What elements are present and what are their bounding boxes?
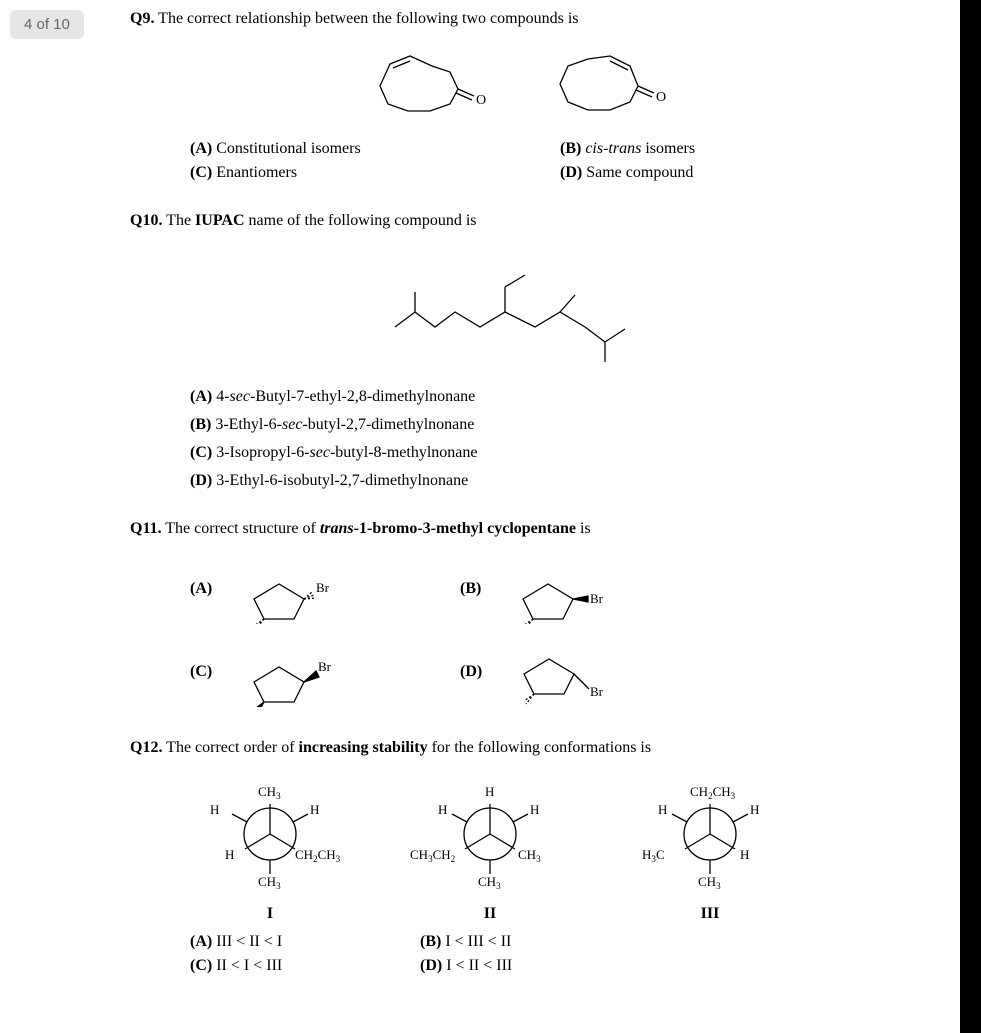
- q12-option-d: (D) I < II < III: [420, 957, 620, 975]
- q9-option-a: (A) Constitutional isomers: [190, 140, 530, 158]
- q12-option-a: (A) III < II < I: [190, 933, 390, 951]
- svg-text:Br: Br: [318, 659, 332, 674]
- q9-option-c: (C) Enantiomers: [190, 164, 530, 182]
- svg-text:H3C: H3C: [642, 847, 665, 864]
- q12-option-c: (C) II < I < III: [190, 957, 390, 975]
- svg-text:Br: Br: [316, 580, 330, 595]
- svg-text:H: H: [485, 784, 494, 799]
- svg-text:CH3: CH3: [518, 847, 541, 864]
- q9-structure-1: O: [360, 44, 490, 124]
- question-11: Q11. The correct structure of trans-1-br…: [130, 518, 900, 709]
- svg-text:CH3: CH3: [478, 874, 501, 891]
- svg-text:Br: Br: [590, 684, 604, 699]
- q10-structure: [375, 247, 655, 367]
- svg-text:H: H: [740, 847, 749, 862]
- q10-option-c: (C) 3-Isopropyl-6-sec-butyl-8-methylnona…: [190, 444, 900, 462]
- q10-option-b: (B) 3-Ethyl-6-sec-butyl-2,7-dimethylnona…: [190, 416, 900, 434]
- svg-text:CH2CH3: CH2CH3: [690, 784, 736, 801]
- svg-text:H: H: [210, 802, 219, 817]
- svg-text:H: H: [310, 802, 319, 817]
- svg-text:Br: Br: [590, 591, 604, 606]
- q12-conformation-3: CH2CH3 H H H3C H CH3 III: [630, 774, 790, 923]
- question-10: Q10. The IUPAC name of the following com…: [130, 210, 900, 489]
- q10-option-d: (D) 3-Ethyl-6-isobutyl-2,7-dimethylnonan…: [190, 472, 900, 490]
- svg-text:O: O: [656, 90, 666, 105]
- q11-option-d: (D) Br: [460, 634, 730, 709]
- svg-text:H: H: [750, 802, 759, 817]
- q12-conformation-1: CH3 H H H CH2CH3 CH3 I: [190, 774, 350, 923]
- q11-number: Q11.: [130, 520, 162, 537]
- svg-text:CH3: CH3: [258, 784, 281, 801]
- svg-text:H: H: [225, 847, 234, 862]
- q12-conformation-2: H H H CH3CH2 CH3 CH3 II: [410, 774, 570, 923]
- page-counter-badge: 4 of 10: [10, 10, 84, 39]
- svg-text:CH3: CH3: [258, 874, 281, 891]
- q9-option-b: (B) cis-trans isomers: [560, 140, 900, 158]
- q11-option-b: (B) Br: [460, 554, 730, 624]
- svg-text:O: O: [476, 93, 486, 108]
- svg-text:H: H: [438, 802, 447, 817]
- question-12: Q12. The correct order of increasing sta…: [130, 737, 900, 974]
- q10-option-a: (A) 4-sec-Butyl-7-ethyl-2,8-dimethylnona…: [190, 388, 900, 406]
- q11-option-a: (A) Br: [190, 554, 460, 624]
- svg-text:CH2CH3: CH2CH3: [295, 847, 341, 864]
- q9-option-d: (D) Same compound: [560, 164, 900, 182]
- svg-text:CH3: CH3: [698, 874, 721, 891]
- question-9: Q9. The correct relationship between the…: [130, 8, 900, 182]
- q12-number: Q12.: [130, 739, 162, 756]
- document-page: 4 of 10 Q9. The correct relationship bet…: [0, 0, 960, 1033]
- svg-text:CH3CH2: CH3CH2: [410, 847, 456, 864]
- q9-text: The correct relationship between the fol…: [154, 10, 578, 27]
- q10-number: Q10.: [130, 212, 162, 229]
- q11-option-c: (C) Br: [190, 637, 460, 707]
- q12-option-b: (B) I < III < II: [420, 933, 620, 951]
- q9-number: Q9.: [130, 10, 154, 27]
- svg-text:H: H: [530, 802, 539, 817]
- svg-text:H: H: [658, 802, 667, 817]
- q9-structure-2: O: [540, 44, 670, 124]
